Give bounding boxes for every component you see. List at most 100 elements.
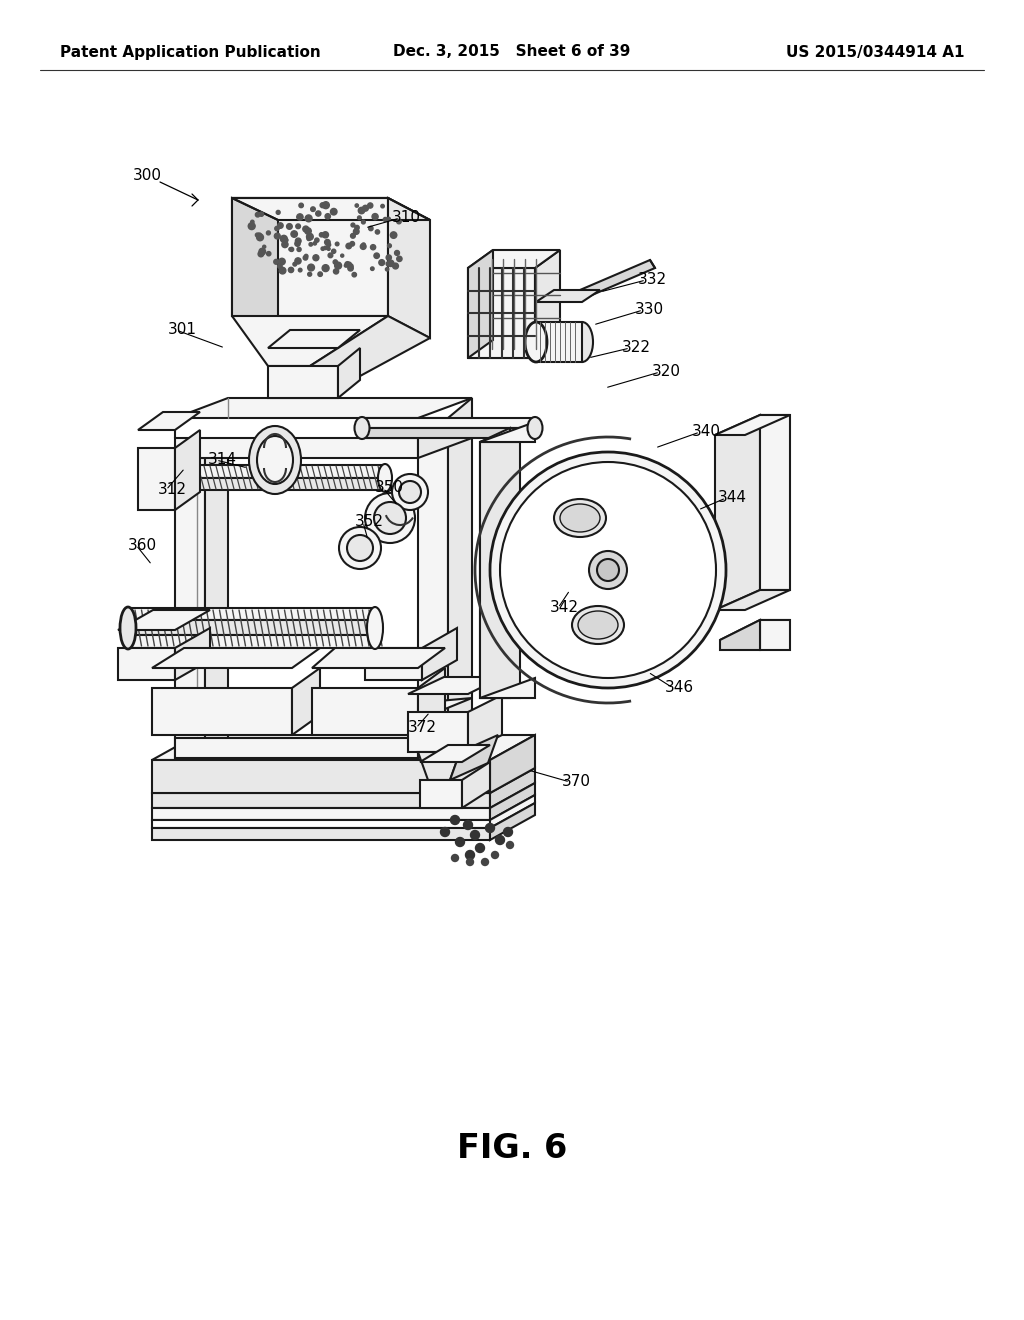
Circle shape xyxy=(335,242,339,246)
Circle shape xyxy=(255,234,259,236)
Polygon shape xyxy=(338,348,360,399)
Circle shape xyxy=(371,244,376,249)
Circle shape xyxy=(352,272,356,277)
Circle shape xyxy=(287,223,292,230)
Circle shape xyxy=(481,858,488,866)
Polygon shape xyxy=(449,399,472,738)
Circle shape xyxy=(291,231,297,238)
Ellipse shape xyxy=(490,451,726,688)
Ellipse shape xyxy=(120,607,136,649)
Circle shape xyxy=(376,230,380,234)
Circle shape xyxy=(323,265,329,272)
Text: 346: 346 xyxy=(665,681,694,696)
Circle shape xyxy=(310,207,315,211)
Text: US 2015/0344914 A1: US 2015/0344914 A1 xyxy=(786,45,965,59)
Circle shape xyxy=(475,843,484,853)
Circle shape xyxy=(504,828,512,837)
Ellipse shape xyxy=(347,535,373,561)
Ellipse shape xyxy=(572,606,624,644)
Circle shape xyxy=(451,816,460,825)
Circle shape xyxy=(321,203,325,207)
Polygon shape xyxy=(468,268,535,358)
Circle shape xyxy=(282,242,288,248)
Polygon shape xyxy=(128,635,375,648)
Circle shape xyxy=(385,268,389,271)
Circle shape xyxy=(281,235,288,243)
Text: 370: 370 xyxy=(562,775,591,789)
Polygon shape xyxy=(175,399,472,418)
Text: 330: 330 xyxy=(635,302,665,318)
Circle shape xyxy=(344,264,347,267)
Circle shape xyxy=(255,213,260,216)
Circle shape xyxy=(274,234,281,239)
Polygon shape xyxy=(365,648,422,680)
Polygon shape xyxy=(138,447,175,510)
Circle shape xyxy=(317,272,323,276)
Polygon shape xyxy=(175,628,210,680)
Polygon shape xyxy=(232,198,278,338)
Circle shape xyxy=(296,224,300,228)
Polygon shape xyxy=(205,438,228,758)
Polygon shape xyxy=(480,428,510,698)
Circle shape xyxy=(466,850,474,859)
Circle shape xyxy=(290,247,294,252)
Ellipse shape xyxy=(339,527,381,569)
Polygon shape xyxy=(388,198,430,338)
Circle shape xyxy=(464,821,472,829)
Ellipse shape xyxy=(597,558,618,581)
Circle shape xyxy=(280,268,286,275)
Circle shape xyxy=(304,255,308,257)
Circle shape xyxy=(273,259,279,264)
Circle shape xyxy=(279,259,286,265)
Ellipse shape xyxy=(365,492,415,543)
Circle shape xyxy=(325,239,330,246)
Polygon shape xyxy=(118,610,210,630)
Polygon shape xyxy=(155,478,385,490)
Polygon shape xyxy=(268,366,338,399)
Text: 342: 342 xyxy=(550,601,579,615)
Text: 300: 300 xyxy=(133,168,162,182)
Circle shape xyxy=(492,851,499,858)
Circle shape xyxy=(360,244,366,249)
Polygon shape xyxy=(715,414,790,436)
Circle shape xyxy=(392,232,395,236)
Polygon shape xyxy=(175,438,418,458)
Polygon shape xyxy=(362,418,535,428)
Polygon shape xyxy=(175,430,200,510)
Circle shape xyxy=(507,842,513,849)
Circle shape xyxy=(456,837,465,846)
Ellipse shape xyxy=(249,426,301,494)
Polygon shape xyxy=(580,260,655,298)
Circle shape xyxy=(322,247,325,251)
Circle shape xyxy=(313,242,316,246)
Polygon shape xyxy=(480,422,535,442)
Circle shape xyxy=(315,211,321,216)
Text: 350: 350 xyxy=(375,480,404,495)
Polygon shape xyxy=(312,688,418,735)
Circle shape xyxy=(319,232,324,236)
Circle shape xyxy=(324,246,328,249)
Polygon shape xyxy=(152,688,292,735)
Circle shape xyxy=(386,255,391,260)
Circle shape xyxy=(334,269,339,275)
Circle shape xyxy=(278,264,283,268)
Ellipse shape xyxy=(527,417,543,440)
Circle shape xyxy=(440,828,450,837)
Circle shape xyxy=(379,260,385,265)
Circle shape xyxy=(348,265,353,271)
Circle shape xyxy=(485,824,495,833)
Polygon shape xyxy=(536,290,600,302)
Circle shape xyxy=(257,234,263,240)
Polygon shape xyxy=(155,465,385,478)
Circle shape xyxy=(350,234,355,238)
Circle shape xyxy=(276,210,281,214)
Circle shape xyxy=(355,203,358,207)
Polygon shape xyxy=(232,198,388,315)
Circle shape xyxy=(305,228,311,234)
Polygon shape xyxy=(420,780,462,808)
Circle shape xyxy=(303,226,309,232)
Circle shape xyxy=(369,226,373,231)
Ellipse shape xyxy=(500,462,716,678)
Circle shape xyxy=(323,232,329,238)
Circle shape xyxy=(307,264,314,271)
